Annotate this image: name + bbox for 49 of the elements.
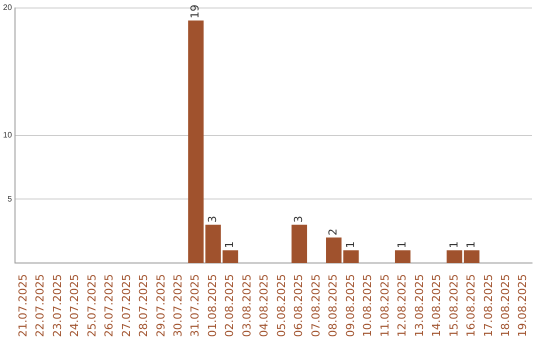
y-tick-label: 5 [7, 194, 12, 204]
y-tick-label: 10 [2, 130, 12, 140]
x-tick-label: 07.08.2025 [309, 274, 322, 338]
x-tick-label: 12.08.2025 [396, 274, 409, 338]
data-label: 3 [292, 216, 306, 223]
bar [326, 237, 342, 264]
bar [464, 250, 480, 264]
y-tick-label: 20 [2, 3, 12, 12]
x-tick-label: 28.07.2025 [137, 274, 150, 338]
x-tick-label: 10.08.2025 [361, 274, 374, 338]
data-label: 1 [396, 241, 409, 248]
x-tick-label: 03.08.2025 [240, 274, 254, 338]
data-label: 3 [206, 216, 219, 223]
x-tick-label: 23.07.2025 [50, 274, 64, 338]
x-tick-label: 09.08.2025 [344, 274, 357, 338]
x-tick-label: 17.08.2025 [482, 274, 495, 338]
x-tick-label: 21.07.2025 [16, 274, 30, 338]
x-tick-label: 02.08.2025 [223, 274, 236, 338]
bar [343, 250, 359, 264]
x-tick-label: 11.08.2025 [378, 274, 392, 338]
data-label: 1 [447, 241, 460, 248]
data-label: 1 [223, 241, 236, 248]
bar [292, 224, 308, 264]
x-tick-label: 16.08.2025 [464, 274, 478, 338]
x-tick-label: 26.07.2025 [102, 274, 116, 338]
x-tick-label: 15.08.2025 [447, 274, 460, 338]
x-tick-label: 14.08.2025 [430, 274, 444, 338]
data-label: 1 [344, 241, 357, 248]
x-tick-label: 22.07.2025 [34, 274, 47, 338]
x-tick-label: 18.08.2025 [499, 274, 512, 338]
x-tick-label: 24.07.2025 [68, 274, 82, 338]
x-tick-label: 08.08.2025 [326, 274, 340, 338]
data-label: 1 [464, 241, 478, 248]
x-tick-label: 31.07.2025 [188, 274, 202, 338]
x-tick-label: 13.08.2025 [412, 274, 426, 338]
x-tick-label: 25.07.2025 [85, 274, 98, 338]
bar [446, 250, 462, 264]
x-tick-label: 05.08.2025 [274, 274, 288, 338]
bar [394, 250, 410, 264]
bar [188, 20, 204, 264]
x-tick-label: 19.08.2025 [516, 274, 530, 338]
x-tick-label: 06.08.2025 [292, 274, 306, 338]
x-tick-label: 27.07.2025 [120, 274, 133, 338]
x-tick-label: 30.07.2025 [172, 274, 185, 338]
data-label: 2 [326, 228, 340, 236]
data-label: 19 [188, 4, 202, 19]
x-tick-label: 04.08.2025 [258, 274, 271, 338]
x-tick-label: 29.07.2025 [154, 274, 168, 338]
x-tick-label: 01.08.2025 [206, 274, 219, 338]
